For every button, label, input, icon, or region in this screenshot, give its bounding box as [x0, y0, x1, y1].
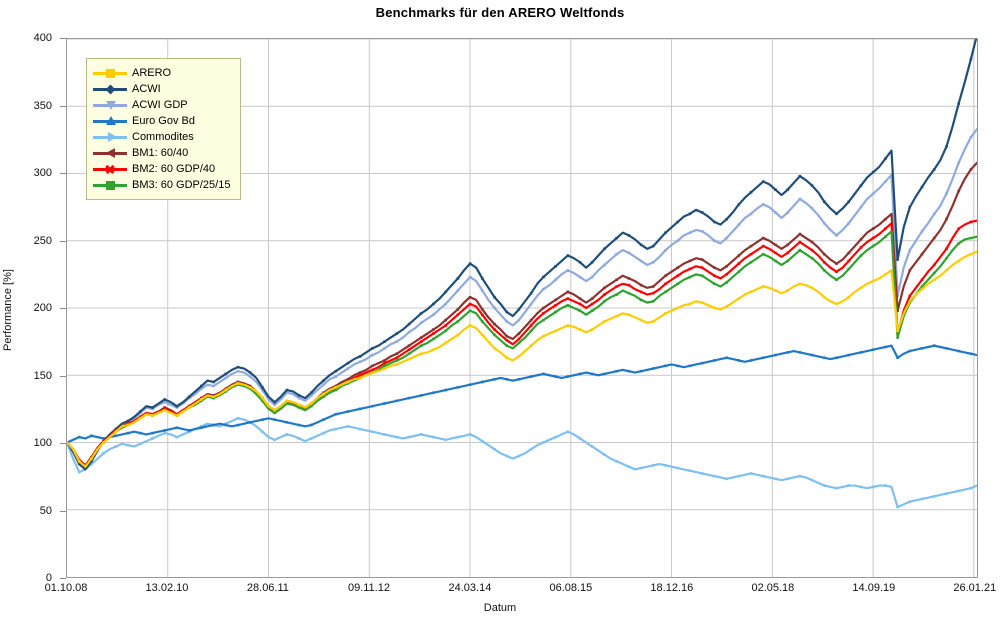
legend-item-label: ARERO — [132, 67, 172, 79]
legend-item-euro-gov-bd[interactable]: Euro Gov Bd — [93, 113, 230, 129]
series-line — [67, 417, 977, 509]
legend-swatch-icon — [93, 130, 127, 144]
series-line — [67, 219, 977, 467]
legend-swatch-icon — [93, 146, 127, 160]
x-tick-label: 06.08.15 — [549, 582, 593, 594]
legend-item-label: Euro Gov Bd — [132, 115, 195, 127]
legend-item-acwi-gdp[interactable]: ACWI GDP — [93, 97, 230, 113]
legend-item-bm1-60-40[interactable]: BM1: 60/40 — [93, 145, 230, 161]
y-tick-label: 250 — [33, 234, 52, 247]
legend-item-label: ACWI GDP — [132, 99, 188, 111]
y-tick-mark — [60, 38, 66, 39]
y-tick-mark — [60, 105, 66, 107]
x-tick-label: 02.05.18 — [751, 582, 795, 594]
x-tick-label: 18.12.16 — [650, 582, 694, 594]
x-tick-label: 24.03.14 — [448, 582, 492, 594]
series-line — [67, 250, 977, 468]
x-tick-label: 28.06.11 — [246, 582, 289, 594]
y-tick-mark — [60, 173, 66, 174]
legend-item-label: BM2: 60 GDP/40 — [132, 163, 216, 175]
y-tick-label: 100 — [33, 437, 52, 449]
series-lines — [67, 39, 977, 509]
legend-item-label: BM3: 60 GDP/25/15 — [132, 179, 231, 191]
x-tick-label: 01.10.08 — [44, 582, 88, 594]
y-tick-label: 50 — [39, 504, 52, 517]
y-tick-label: 200 — [33, 302, 52, 314]
legend-item-bm3-60-gdp-25-15[interactable]: BM3: 60 GDP/25/15 — [93, 177, 230, 193]
series-line — [67, 344, 977, 444]
x-axis-tick-labels: 01.10.08 13.02.10 28.06.11 09.11.12 24.03.14… — [0, 582, 1000, 604]
x-tick-label: 13.02.10 — [145, 582, 189, 594]
y-tick-mark — [60, 578, 66, 579]
x-tick-label: 09.11.12 — [347, 582, 390, 594]
legend-item-bm2-60-gdp-40[interactable]: BM2: 60 GDP/40 — [93, 161, 230, 177]
legend-item-label: ACWI — [132, 83, 161, 95]
legend-swatch-icon — [93, 82, 127, 96]
chart-title: Benchmarks für den ARERO Weltfonds — [375, 5, 625, 20]
legend-item-acwi[interactable]: ACWI — [93, 81, 230, 97]
y-tick-mark — [60, 443, 66, 444]
series-line — [67, 230, 977, 468]
series-line — [67, 161, 977, 467]
legend-swatch-icon — [93, 162, 127, 176]
x-tick-label: 14.09.19 — [852, 582, 896, 594]
legend-item-label: BM1: 60/40 — [132, 147, 189, 159]
y-tick-label: 350 — [33, 99, 52, 112]
legend-swatch-icon — [93, 178, 127, 192]
y-axis-tick-labels: 0 50 100 150 200 250 300 350 400 — [0, 32, 66, 584]
y-tick-mark — [60, 240, 66, 242]
legend-swatch-icon — [93, 66, 127, 80]
y-tick-label: 400 — [33, 32, 52, 44]
y-tick-label: 300 — [33, 167, 52, 179]
y-tick-label: 150 — [33, 369, 52, 382]
legend-item-arero[interactable]: ARERO — [93, 65, 230, 81]
legend-item-label: Commodites — [132, 131, 194, 143]
y-tick-label: 0 — [45, 572, 52, 584]
legend-swatch-icon — [93, 114, 127, 128]
y-tick-mark — [60, 510, 66, 512]
legend-item-commodites[interactable]: Commodites — [93, 129, 230, 145]
x-axis-title: Datum — [483, 602, 517, 614]
y-tick-mark — [60, 375, 66, 377]
x-tick-label: 26.01.21 — [953, 582, 997, 594]
y-tick-mark — [60, 308, 66, 309]
legend-swatch-icon — [93, 98, 127, 112]
chart-legend[interactable]: ARERO ACWI ACWI GDP Euro Gov Bd Commodites BM… — [86, 58, 242, 200]
